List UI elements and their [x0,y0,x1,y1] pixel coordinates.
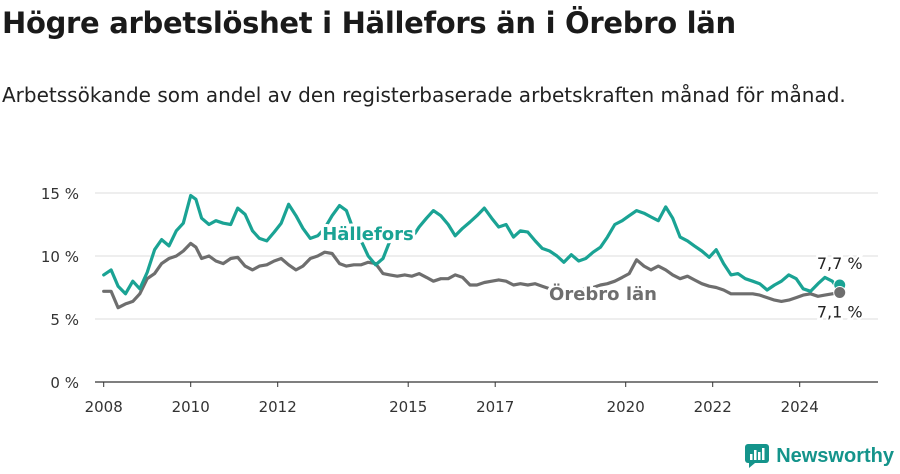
x-tick-label: 2024 [781,398,819,416]
y-tick-label: 10 % [41,248,79,266]
x-tick-label: 2017 [476,398,514,416]
series-label-hallefors: Hällefors [322,224,414,245]
end-value-label-hallefors: 7,7 % [817,254,863,273]
x-tick-label: 2015 [389,398,427,416]
brand-name: Newsworthy [776,444,894,467]
axis-layer: 0 % 5 % 10 % 15 % 2008 2010 2012 2015 2017 2020 20… [41,185,878,416]
label-layer: Hällefors Örebro län 7,7 % 7,1 % [319,221,864,324]
x-tick-label: 2022 [694,398,732,416]
x-tick-label: 2020 [607,398,645,416]
y-tick-label: 0 % [50,374,79,392]
newsworthy-bar-chart-logo-icon [745,444,770,468]
end-marker-orebro-lan [833,286,847,300]
chart-title: Högre arbetslöshet i Hällefors än i Öreb… [2,6,736,40]
y-tick-label: 15 % [41,185,79,203]
series-line-orebro-lan [102,241,842,310]
end-value-label-orebro-lan: 7,1 % [817,303,863,322]
x-tick-label: 2010 [172,398,210,416]
series-line-hallefors [102,193,842,296]
series-layer [102,193,842,310]
y-tick-label: 5 % [50,311,79,329]
chart-subtitle: Arbetssökande som andel av den registerb… [2,83,846,107]
brand[interactable]: Newsworthy [745,444,894,468]
x-tick-label: 2012 [259,398,297,416]
grid-layer [95,192,878,320]
series-label-orebro-lan: Örebro län [549,283,657,305]
x-tick-label: 2008 [85,398,123,416]
